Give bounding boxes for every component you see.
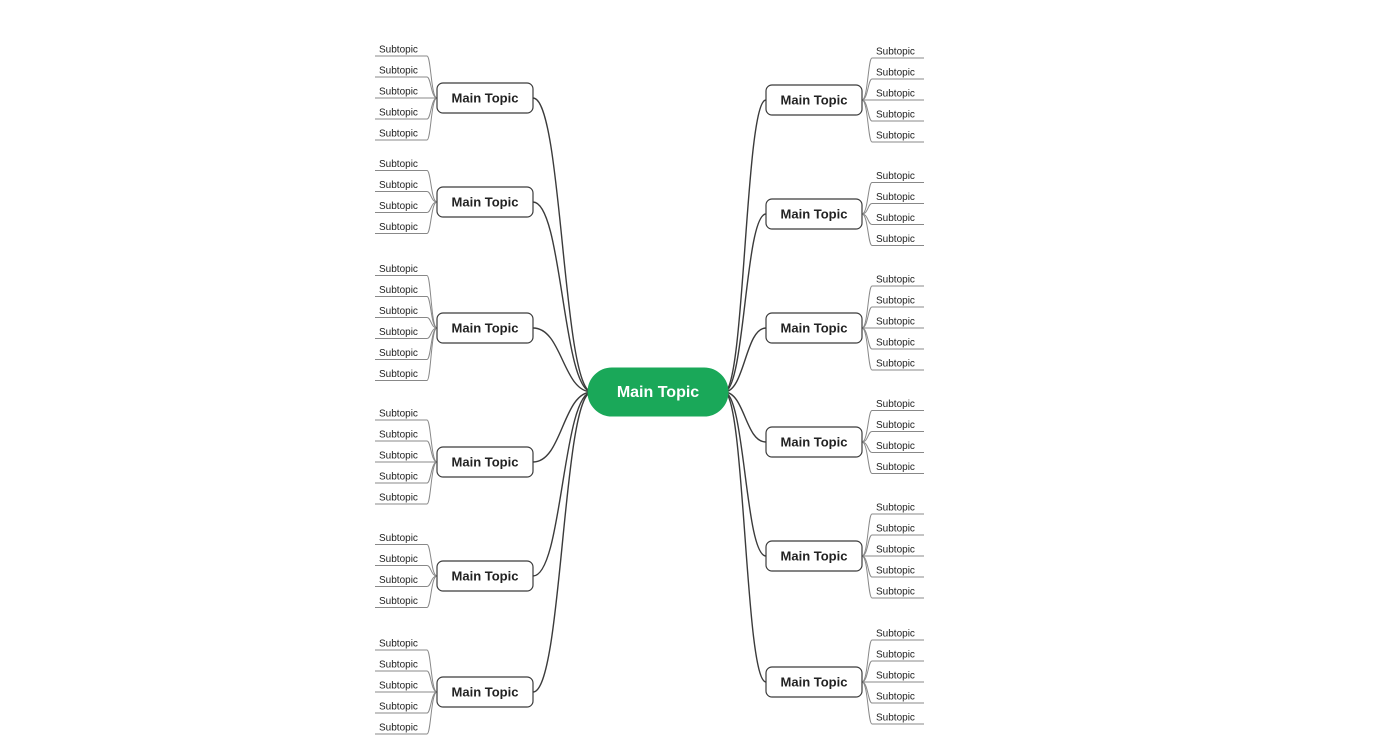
subtopic-label: Subtopic [876,503,915,514]
main-topic-label: Main Topic [781,320,848,335]
subtopic-label: Subtopic [379,264,418,275]
subtopic-label: Subtopic [876,68,915,79]
subtopic-label: Subtopic [379,159,418,170]
subtopic-label: Subtopic [876,47,915,58]
subtopic-label: Subtopic [379,575,418,586]
main-topic-label: Main Topic [781,206,848,221]
subtopic-label: Subtopic [379,45,418,56]
subtopic-label: Subtopic [876,213,915,224]
subtopic-label: Subtopic [876,524,915,535]
main-topic-label: Main Topic [452,568,519,583]
subtopic-label: Subtopic [876,338,915,349]
subtopic-label: Subtopic [876,275,915,286]
subtopic-label: Subtopic [379,409,418,420]
subtopic-label: Subtopic [379,702,418,713]
subtopic-label: Subtopic [379,430,418,441]
subtopic-label: Subtopic [379,180,418,191]
main-topic-label: Main Topic [452,194,519,209]
subtopic-label: Subtopic [379,596,418,607]
subtopic-label: Subtopic [379,472,418,483]
subtopic-label: Subtopic [379,201,418,212]
subtopic-label: Subtopic [876,89,915,100]
connector-central-main [533,392,592,692]
subtopic-label: Subtopic [876,359,915,370]
subtopic-label: Subtopic [379,639,418,650]
subtopic-label: Subtopic [876,713,915,724]
subtopic-label: Subtopic [379,533,418,544]
subtopic-label: Subtopic [379,493,418,504]
subtopic-label: Subtopic [379,554,418,565]
subtopic-label: Subtopic [379,66,418,77]
subtopic-label: Subtopic [876,629,915,640]
main-topic-label: Main Topic [781,674,848,689]
subtopic-label: Subtopic [876,671,915,682]
main-topic-label: Main Topic [452,454,519,469]
connector-central-main [724,100,766,392]
main-topic-label: Main Topic [452,320,519,335]
subtopic-label: Subtopic [876,131,915,142]
main-topic-label: Main Topic [452,90,519,105]
subtopic-label: Subtopic [379,681,418,692]
subtopic-label: Subtopic [876,692,915,703]
subtopic-label: Subtopic [379,285,418,296]
subtopic-label: Subtopic [379,451,418,462]
connector-central-main [724,392,766,682]
connector-main-sub [427,276,437,329]
subtopic-label: Subtopic [876,420,915,431]
subtopic-label: Subtopic [379,87,418,98]
subtopic-label: Subtopic [876,399,915,410]
subtopic-label: Subtopic [876,587,915,598]
subtopic-label: Subtopic [876,296,915,307]
subtopic-label: Subtopic [876,462,915,473]
subtopic-label: Subtopic [876,110,915,121]
subtopic-label: Subtopic [379,222,418,233]
subtopic-label: Subtopic [876,234,915,245]
subtopic-label: Subtopic [379,306,418,317]
subtopic-label: Subtopic [876,192,915,203]
main-topic-label: Main Topic [781,92,848,107]
main-topic-label: Main Topic [781,434,848,449]
subtopic-label: Subtopic [379,129,418,140]
connector-central-main [533,98,592,392]
subtopic-label: Subtopic [379,327,418,338]
central-topic-label: Main Topic [617,384,699,401]
subtopic-label: Subtopic [876,650,915,661]
subtopic-label: Subtopic [379,723,418,734]
subtopic-label: Subtopic [379,108,418,119]
subtopic-label: Subtopic [876,545,915,556]
main-topic-label: Main Topic [452,684,519,699]
subtopic-label: Subtopic [876,566,915,577]
subtopic-label: Subtopic [876,171,915,182]
subtopic-label: Subtopic [379,660,418,671]
connector-central-main [724,392,766,442]
subtopic-label: Subtopic [876,317,915,328]
main-topic-label: Main Topic [781,548,848,563]
subtopic-label: Subtopic [876,441,915,452]
subtopic-label: Subtopic [379,369,418,380]
subtopic-label: Subtopic [379,348,418,359]
connector-central-main [533,202,592,392]
mindmap-canvas: Subtopic Subtopic Subtopic Subtopic Subtopic… [0,0,1373,750]
connector-main-sub [427,328,437,381]
